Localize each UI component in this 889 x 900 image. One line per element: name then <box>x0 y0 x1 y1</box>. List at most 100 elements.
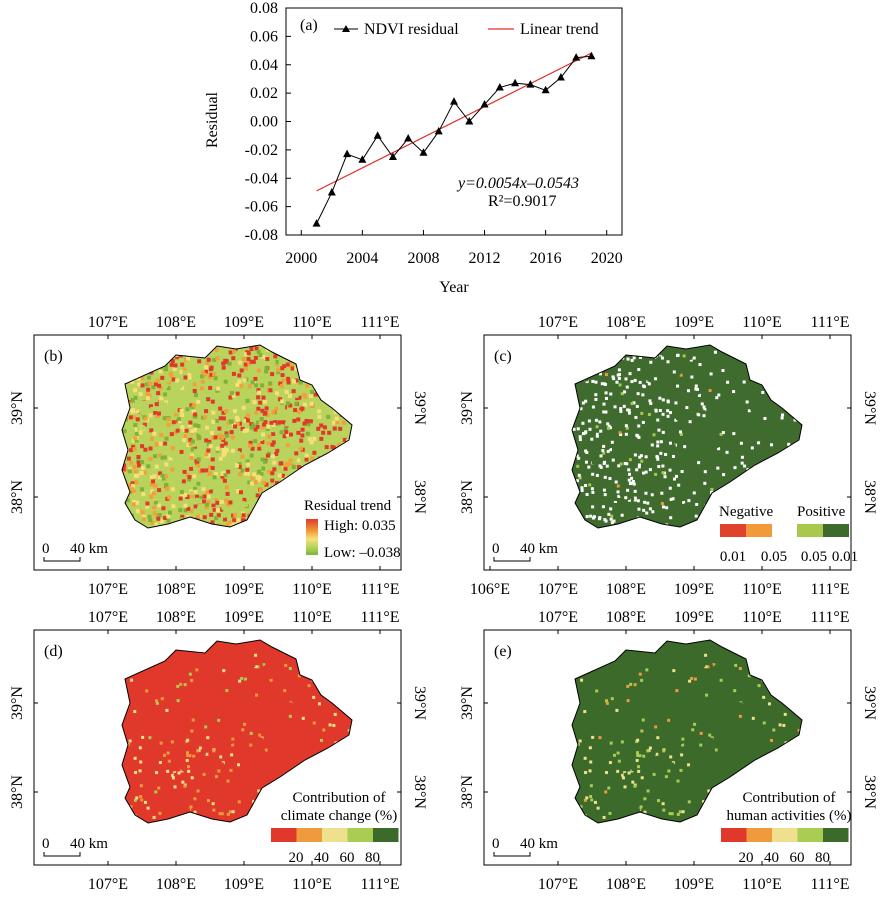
map-pixel <box>342 437 347 442</box>
map-pixel <box>180 425 185 430</box>
map-pixel <box>323 668 327 672</box>
map-pixel <box>604 391 608 395</box>
map-pixel <box>317 716 321 720</box>
map-pixel <box>677 644 681 648</box>
map-pixel <box>701 779 705 783</box>
map-pixel <box>613 385 617 389</box>
map-pixel <box>254 653 258 657</box>
map-pixel <box>722 492 726 496</box>
data-point-marker <box>556 73 565 81</box>
map-pixel <box>646 521 650 525</box>
map-pixel <box>185 758 189 762</box>
map-pixel <box>276 487 281 492</box>
map-pixel <box>665 506 669 510</box>
map-pixel <box>610 384 614 388</box>
map-pixel <box>580 678 584 682</box>
map-pixel <box>668 486 672 490</box>
map-pixel <box>177 522 182 527</box>
map-pixel <box>574 657 578 661</box>
map-pixel <box>678 447 682 451</box>
map-pixel <box>642 508 646 512</box>
map-pixel <box>599 363 603 367</box>
map-pixel <box>178 712 182 716</box>
map-pixel <box>740 477 744 481</box>
map-pixel <box>226 420 231 425</box>
map-pixel <box>660 825 663 828</box>
map-pixel <box>676 456 680 460</box>
map-pixel <box>183 476 188 481</box>
map-pixel <box>672 642 676 646</box>
map-pixel <box>283 427 288 432</box>
map-pixel <box>629 731 633 735</box>
data-point-marker <box>419 148 428 156</box>
map-pixel <box>128 345 133 347</box>
map-pixel <box>229 768 233 772</box>
map-pixel <box>220 443 225 448</box>
map-pixel <box>324 398 329 403</box>
map-pixel <box>175 378 180 383</box>
map-pixel <box>626 684 630 688</box>
map-pixel <box>317 640 321 641</box>
map-pixel <box>259 537 263 541</box>
map-pixel <box>633 820 637 823</box>
map-pixel <box>137 411 142 416</box>
map-pixel <box>293 444 298 449</box>
map-pixel <box>631 537 634 540</box>
map-pixel <box>772 728 776 732</box>
map-pixel <box>780 780 784 784</box>
map-pixel <box>784 511 788 515</box>
map-pixel <box>285 432 290 437</box>
map-pixel <box>619 407 623 411</box>
map-pixel <box>256 390 261 395</box>
map-pixel <box>575 655 579 659</box>
map-pixel <box>337 655 341 659</box>
map-pixel <box>678 487 682 491</box>
map-pixel <box>170 657 174 661</box>
map-pixel <box>759 397 763 401</box>
lat-label-left: 38°N <box>459 775 476 809</box>
map-pixel <box>585 378 589 382</box>
map-pixel <box>796 428 800 432</box>
map-pixel <box>679 425 683 429</box>
map-pixel <box>711 447 715 451</box>
map-pixel <box>257 692 261 696</box>
map-pixel <box>250 446 255 451</box>
map-pixel <box>256 420 261 425</box>
map-pixel <box>230 694 234 698</box>
map-pixel <box>237 464 242 469</box>
map-pixel <box>663 475 667 479</box>
map-pixel <box>638 523 642 527</box>
map-pixel <box>233 529 237 533</box>
y-tick-label: 0.00 <box>250 114 278 131</box>
map-pixel <box>152 815 156 819</box>
map-pixel <box>692 356 696 360</box>
map-pixel <box>740 494 744 498</box>
map-pixel <box>243 677 247 681</box>
map-pixel <box>347 728 351 732</box>
map-pixel <box>124 673 128 677</box>
map-pixel <box>284 389 289 394</box>
map-pixel <box>795 482 799 486</box>
map-pixel <box>719 678 723 682</box>
map-pixel <box>786 691 790 695</box>
map-pixel <box>666 409 670 413</box>
map-pixel <box>122 484 124 489</box>
map-pixel <box>803 371 806 374</box>
map-pixel <box>148 413 153 418</box>
map-pixel <box>585 722 589 726</box>
map-pixel <box>778 640 782 643</box>
map-pixel <box>659 451 663 455</box>
map-pixel <box>176 699 180 703</box>
map-pixel <box>239 490 244 495</box>
lon-label-top: 108°E <box>156 609 196 626</box>
map-pixel <box>741 349 745 353</box>
map-pixel <box>733 689 737 693</box>
map-pixel <box>781 640 785 641</box>
legend-value: 60 <box>790 850 805 866</box>
map-pixel <box>154 655 158 659</box>
map-pixel <box>224 498 229 503</box>
map-pixel <box>660 356 664 360</box>
map-pixel <box>278 466 283 471</box>
x-axis-label: Year <box>439 279 469 296</box>
map-pixel <box>266 424 271 429</box>
